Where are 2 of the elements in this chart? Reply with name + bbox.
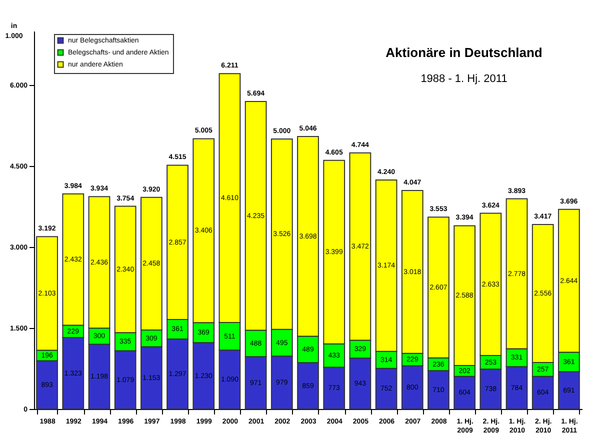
text: 1988 - 1. Hj. 2011 bbox=[420, 73, 508, 85]
text: Aktionäre in Deutschland bbox=[386, 45, 542, 60]
